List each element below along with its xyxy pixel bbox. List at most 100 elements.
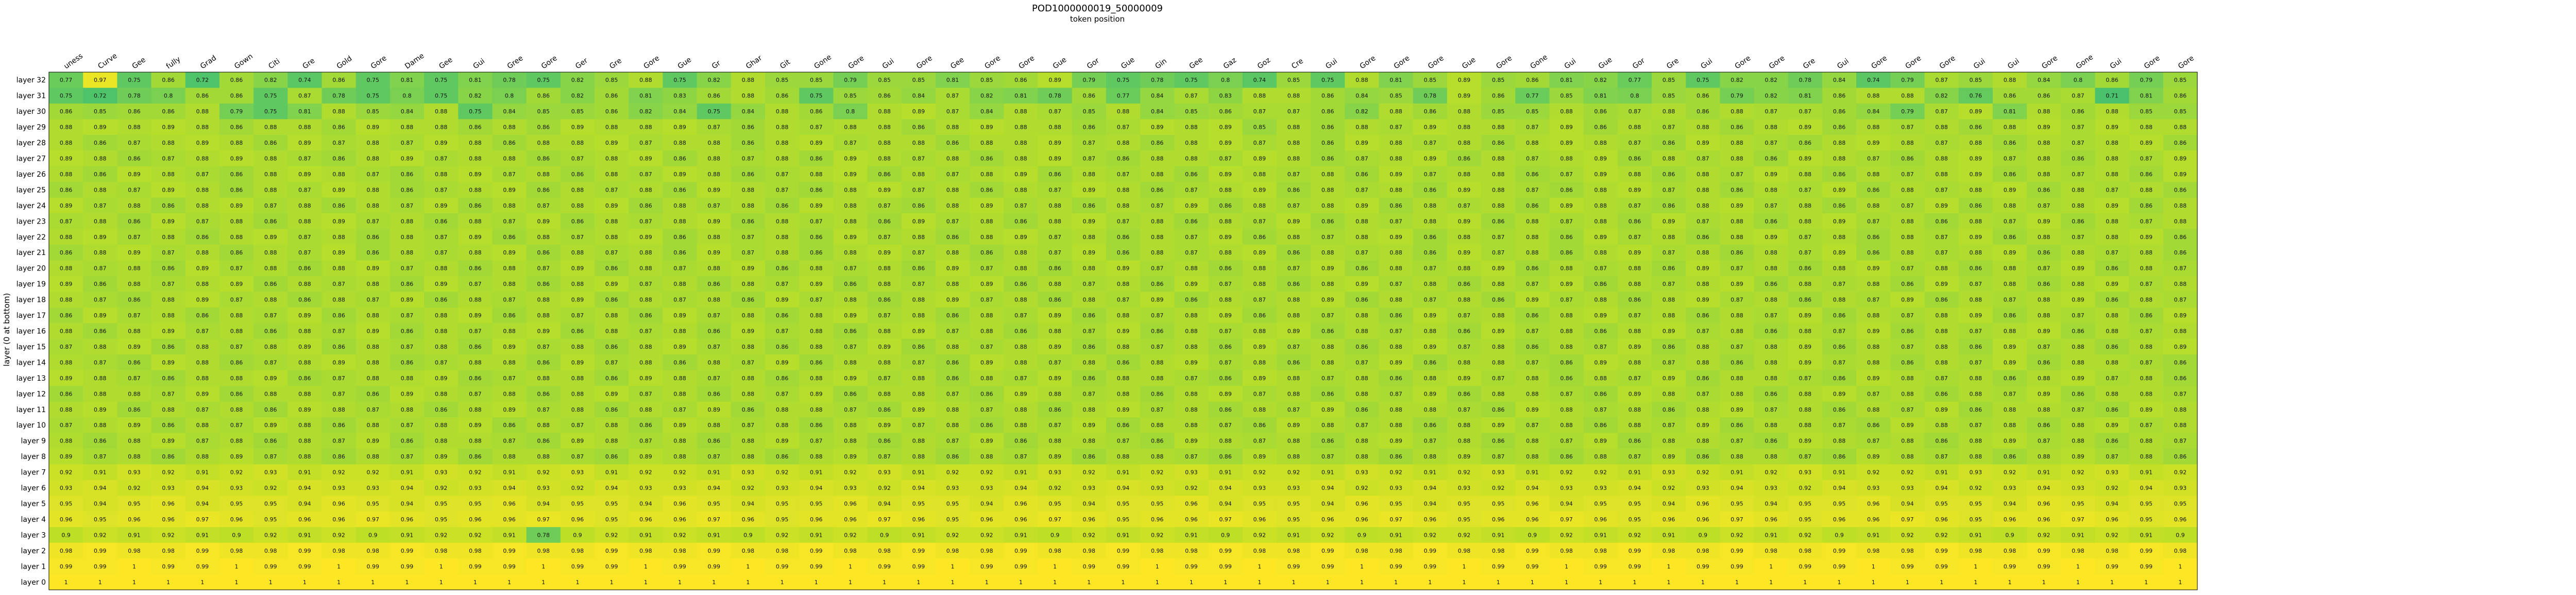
cell-value-label: 0.89 xyxy=(1867,265,1880,272)
heatmap-cell xyxy=(731,182,766,198)
cell-value-label: 0.87 xyxy=(1253,218,1266,225)
cell-value-label: 0.88 xyxy=(2004,265,2016,272)
heatmap-cell xyxy=(1106,119,1141,135)
cell-value-label: 0.86 xyxy=(2038,281,2050,287)
heatmap-cell xyxy=(151,150,186,167)
cell-value-label: 0.88 xyxy=(2004,422,2016,429)
heatmap-cell xyxy=(1072,213,1107,230)
heatmap-cell xyxy=(867,72,902,88)
heatmap-cell xyxy=(1515,72,1550,88)
cell-value-label: 0.85 xyxy=(1083,108,1096,115)
cell-value-label: 0.88 xyxy=(1765,249,1777,256)
heatmap-cell xyxy=(1276,119,1311,135)
heatmap-cell xyxy=(1822,182,1857,198)
cell-value-label: 0.88 xyxy=(162,171,175,178)
cell-value-label: 0.87 xyxy=(1663,359,1675,366)
cell-value-label: 0.89 xyxy=(946,265,959,272)
cell-value-label: 1 xyxy=(1940,579,1943,586)
cell-value-label: 0.94 xyxy=(503,485,516,491)
cell-value-label: 0.89 xyxy=(1970,234,1982,241)
cell-value-label: 0.89 xyxy=(571,438,584,445)
cell-value-label: 0.87 xyxy=(1389,281,1402,287)
cell-value-label: 0.81 xyxy=(2004,108,2016,115)
cell-value-label: 0.87 xyxy=(1526,186,1539,193)
heatmap-cell xyxy=(1106,197,1141,214)
heatmap-cell xyxy=(1481,166,1516,182)
cell-value-label: 0.87 xyxy=(264,359,277,366)
cell-value-label: 0.88 xyxy=(298,453,311,460)
cell-value-label: 0.86 xyxy=(571,328,584,335)
cell-value-label: 0.78 xyxy=(128,93,141,99)
cell-value-label: 0.87 xyxy=(912,156,925,162)
cell-value-label: 0.89 xyxy=(1867,375,1880,382)
cell-value-label: 0.88 xyxy=(2072,249,2084,256)
cell-value-label: 0.86 xyxy=(878,438,891,445)
cell-value-label: 0.86 xyxy=(1560,249,1573,256)
heatmap-cell xyxy=(117,119,152,135)
cell-value-label: 0.93 xyxy=(1663,469,1675,476)
heatmap-cell xyxy=(253,134,288,151)
cell-value-label: 0.87 xyxy=(742,234,755,241)
cell-value-label: 0.88 xyxy=(1970,453,1982,460)
heatmap-cell xyxy=(1447,72,1482,88)
cell-value-label: 0.89 xyxy=(1458,186,1471,193)
heatmap-cell xyxy=(83,103,117,120)
cell-value-label: 0.89 xyxy=(94,406,107,413)
cell-value-label: 0.88 xyxy=(2072,359,2084,366)
cell-value-label: 0.87 xyxy=(264,453,277,460)
cell-value-label: 0.88 xyxy=(367,422,380,429)
cell-value-label: 0.89 xyxy=(673,422,686,429)
cell-value-label: 0.92 xyxy=(1901,532,1914,538)
cell-value-label: 0.82 xyxy=(571,77,584,83)
heatmap-cell xyxy=(663,166,698,182)
cell-value-label: 0.93 xyxy=(537,485,550,491)
cell-value-label: 0.88 xyxy=(1970,375,1982,382)
cell-value-label: 0.87 xyxy=(810,438,823,445)
heatmap-cell xyxy=(970,197,1004,214)
cell-value-label: 0.88 xyxy=(469,249,482,256)
cell-value-label: 0.86 xyxy=(810,186,823,193)
cell-value-label: 0.89 xyxy=(946,297,959,303)
heatmap-cell xyxy=(1140,134,1175,151)
cell-value-label: 0.87 xyxy=(367,218,380,225)
heatmap-cell xyxy=(321,103,357,120)
cell-value-label: 0.89 xyxy=(435,453,448,460)
heatmap-cell xyxy=(697,88,732,104)
cell-value-label: 0.88 xyxy=(2140,344,2153,350)
cell-value-label: 0.86 xyxy=(401,359,414,366)
heatmap-cell xyxy=(731,150,766,167)
heatmap-cell xyxy=(833,150,868,167)
cell-value-label: 0.88 xyxy=(196,108,209,115)
cell-value-label: 0.88 xyxy=(264,156,277,162)
heatmap-cell xyxy=(2129,166,2164,182)
cell-value-label: 0.98 xyxy=(1799,548,1812,554)
cell-value-label: 0.88 xyxy=(1765,186,1777,193)
cell-value-label: 0.81 xyxy=(1389,77,1402,83)
cell-value-label: 1 xyxy=(1565,563,1568,570)
cell-value-label: 1 xyxy=(1974,563,1977,570)
heatmap-cell xyxy=(321,245,357,261)
cell-value-label: 0.88 xyxy=(1663,156,1675,162)
cell-value-label: 0.86 xyxy=(1321,438,1334,445)
heatmap-cell xyxy=(1890,88,1925,104)
cell-value-label: 0.88 xyxy=(196,453,209,460)
heatmap-cell xyxy=(1651,103,1686,120)
cell-value-label: 0.95 xyxy=(1287,516,1300,523)
heatmap-cell xyxy=(458,182,493,198)
heatmap-cell xyxy=(219,150,254,167)
cell-value-label: 0.76 xyxy=(1970,93,1982,99)
heatmap-cell xyxy=(765,72,800,88)
cell-value-label: 1 xyxy=(1087,579,1091,586)
cell-value-label: 0.88 xyxy=(401,406,414,413)
cell-value-label: 0.89 xyxy=(639,453,652,460)
cell-value-label: 0.86 xyxy=(1799,297,1812,303)
cell-value-label: 0.89 xyxy=(742,265,755,272)
cell-value-label: 0.96 xyxy=(332,501,345,507)
cell-value-label: 0.89 xyxy=(605,281,618,287)
cell-value-label: 0.88 xyxy=(1253,171,1266,178)
cell-value-label: 0.88 xyxy=(1901,438,1914,445)
cell-value-label: 0.87 xyxy=(1287,265,1300,272)
heatmap-cell xyxy=(1822,119,1857,135)
cell-value-label: 0.86 xyxy=(605,344,618,350)
cell-value-label: 0.87 xyxy=(435,249,448,256)
